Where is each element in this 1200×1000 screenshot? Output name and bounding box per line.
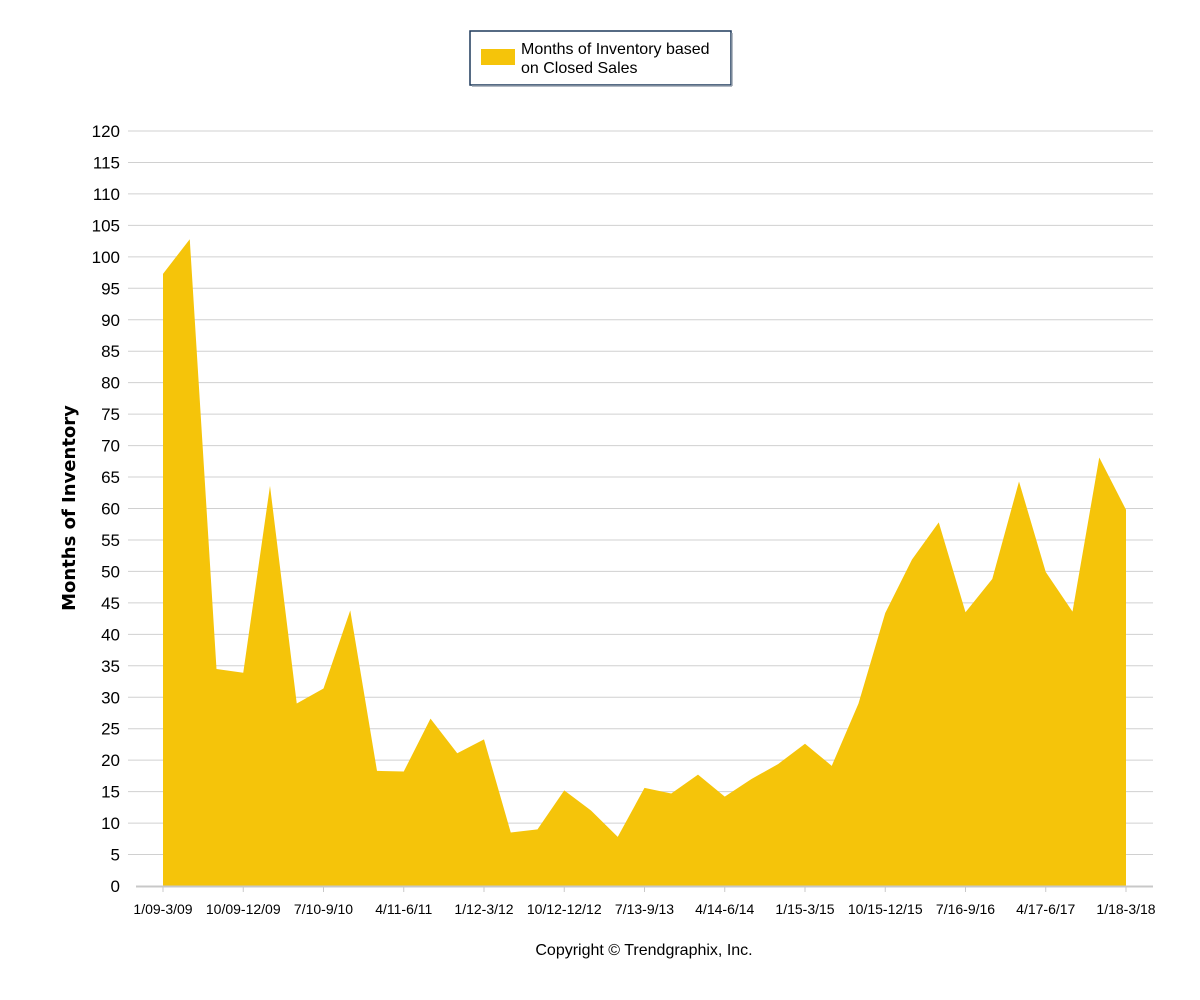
y-tick-label: 0	[111, 877, 120, 896]
y-tick-label: 35	[101, 657, 120, 676]
y-tick-label: 50	[101, 562, 120, 581]
y-tick-label: 30	[101, 688, 120, 707]
x-tick-label: 10/12-12/12	[527, 901, 602, 917]
area-series-fill	[163, 239, 1126, 887]
x-tick-label: 1/12-3/12	[454, 901, 513, 917]
legend-label-line1: Months of Inventory based	[521, 41, 710, 58]
y-tick-label: 10	[101, 814, 120, 833]
y-tick-label: 80	[101, 374, 120, 393]
y-tick-label: 60	[101, 500, 120, 519]
y-tick-label: 95	[101, 279, 120, 298]
x-tick-label: 10/09-12/09	[206, 901, 281, 917]
legend-swatch	[481, 49, 515, 65]
x-tick-label: 10/15-12/15	[848, 901, 923, 917]
y-tick-label: 85	[101, 342, 120, 361]
legend: Months of Inventory based on Closed Sale…	[469, 30, 733, 87]
y-tick-label: 75	[101, 405, 120, 424]
y-tick-label: 65	[101, 468, 120, 487]
y-tick-label: 90	[101, 311, 120, 330]
y-tick-label: 70	[101, 437, 120, 456]
y-tick-label: 110	[93, 185, 120, 204]
y-tick-label: 115	[93, 153, 120, 172]
y-tick-label: 100	[92, 248, 120, 267]
x-axis-tick-labels: 1/09-3/09 10/09-12/09 7/10-9/10 4/11-6/11 1/…	[133, 901, 1155, 917]
x-tick-label: 7/13-9/13	[615, 901, 674, 917]
x-tick-label: 7/16-9/16	[936, 901, 995, 917]
y-axis-tick-labels: 0 5 10 15 20 25 30 35 40 45 50 55 60 65 70 75 80 85 90 95 10…	[92, 122, 120, 896]
x-tick-label: 4/14-6/14	[695, 901, 754, 917]
y-tick-label: 25	[101, 720, 120, 739]
y-tick-label: 45	[101, 594, 120, 613]
x-tick-label: 1/15-3/15	[775, 901, 834, 917]
copyright-text: Copyright © Trendgraphix, Inc.	[535, 942, 752, 959]
y-tick-label: 15	[101, 783, 120, 802]
legend-label-line2: on Closed Sales	[521, 60, 638, 77]
x-tick-label: 7/10-9/10	[294, 901, 353, 917]
y-tick-label: 105	[92, 216, 120, 235]
x-tick-label: 1/18-3/18	[1096, 901, 1155, 917]
y-tick-label: 40	[101, 625, 120, 644]
x-axis	[136, 885, 1153, 892]
y-tick-label: 55	[101, 531, 120, 550]
x-tick-label: 4/17-6/17	[1016, 901, 1075, 917]
y-axis-title: Months of Inventory	[59, 405, 80, 611]
y-tick-label: 5	[111, 846, 120, 865]
x-tick-label: 1/09-3/09	[133, 901, 192, 917]
y-tick-label: 120	[92, 122, 120, 141]
area-series	[163, 239, 1126, 887]
x-tick-label: 4/11-6/11	[375, 901, 432, 917]
y-tick-label: 20	[101, 751, 120, 770]
